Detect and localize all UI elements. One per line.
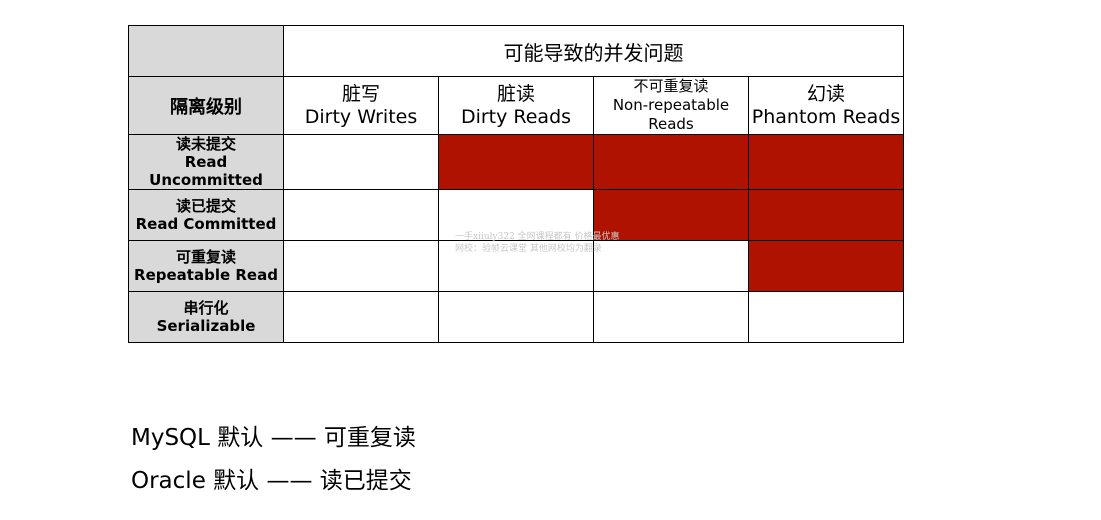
col-header-phantom-reads: 幻读 Phantom Reads: [748, 76, 904, 135]
row-header-zh: 读已提交: [175, 197, 236, 215]
col-header-en: Phantom Reads: [751, 105, 901, 128]
isolation-level-header: 隔离级别: [128, 76, 284, 135]
row-read-uncommitted: 读未提交 Read Uncommitted: [128, 134, 904, 190]
row-header: 串行化 Serializable: [128, 291, 284, 343]
row-header: 可重复读 Repeatable Read: [128, 240, 284, 292]
watermark-line: 网校：验帧云课堂 其他网校均为翻录: [455, 244, 602, 254]
matrix-cell: [748, 291, 904, 343]
concurrency-problems-header: 可能导致的并发问题: [283, 25, 904, 77]
col-header-zh: 幻读: [806, 82, 845, 105]
matrix-cell: [748, 134, 904, 190]
matrix-cell: [283, 291, 439, 343]
row-serializable: 串行化 Serializable: [128, 291, 904, 343]
col-header-non-repeatable-reads: 不可重复读 Non-repeatable Reads: [593, 76, 749, 135]
watermark: 一手xiiuly322 全网课程都有 价格最优惠 网校：验帧云课堂 其他网校均为…: [455, 231, 620, 255]
row-header-zh: 可重复读: [175, 248, 236, 266]
col-header-en: Non-repeatable Reads: [612, 96, 730, 133]
matrix-cell: [438, 189, 594, 241]
matrix-cell: [283, 240, 439, 292]
corner-cell: [128, 25, 284, 77]
matrix-cell: [438, 134, 594, 190]
col-header-en: Dirty Writes: [304, 105, 418, 128]
row-header-en: Uncommitted: [149, 171, 263, 189]
matrix-cell: [438, 240, 594, 292]
matrix-cell: [748, 240, 904, 292]
matrix-cell: [438, 291, 594, 343]
row-header-zh: 读未提交: [175, 135, 236, 154]
matrix-cell: [283, 134, 439, 190]
matrix-cell: [593, 291, 749, 343]
watermark-line: 一手xiiuly322 全网课程都有 价格最优惠: [455, 232, 620, 242]
row-header-zh: 串行化: [183, 299, 229, 317]
col-header-dirty-writes: 脏写 Dirty Writes: [283, 76, 439, 135]
col-header-dirty-reads: 脏读 Dirty Reads: [438, 76, 594, 135]
row-header-en: Read Committed: [135, 215, 277, 233]
row-header-en: Read: [184, 153, 228, 171]
matrix-cell: [283, 189, 439, 241]
col-header-zh: 脏写: [341, 82, 380, 105]
row-header-en: Serializable: [156, 317, 256, 335]
isolation-level-table: 可能导致的并发问题 隔离级别 脏写 Dirty Writes 脏读 Dirty …: [128, 25, 904, 343]
row-read-committed: 读已提交 Read Committed: [128, 189, 904, 241]
matrix-cell: [593, 240, 749, 292]
matrix-cell: [748, 189, 904, 241]
note-oracle-default: Oracle 默认 —— 读已提交: [131, 468, 412, 494]
note-mysql-default: MySQL 默认 —— 可重复读: [131, 425, 416, 451]
col-header-en: Dirty Reads: [460, 105, 572, 128]
col-header-zh: 脏读: [496, 82, 535, 105]
row-header: 读已提交 Read Committed: [128, 189, 284, 241]
row-header-en: Repeatable Read: [134, 266, 278, 284]
col-header-zh: 不可重复读: [633, 77, 709, 96]
row-header: 读未提交 Read Uncommitted: [128, 134, 284, 190]
matrix-cell: [593, 134, 749, 190]
